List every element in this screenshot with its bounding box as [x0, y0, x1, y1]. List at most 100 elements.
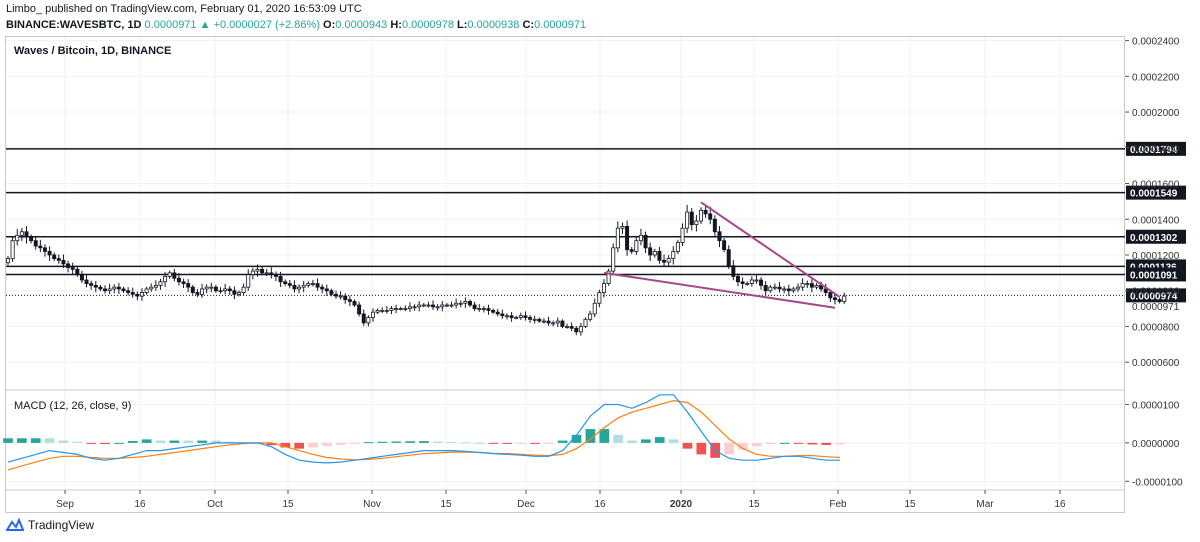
- candle-body: [546, 320, 551, 324]
- candle-body: [403, 308, 408, 310]
- price-change: +0.0000027 (+2.86%): [213, 19, 320, 31]
- candle-body: [504, 315, 509, 318]
- candle-body: [565, 326, 570, 328]
- histogram-bar: [599, 429, 610, 443]
- histogram-bar: [419, 441, 429, 443]
- candle-body: [440, 304, 445, 308]
- candle-body: [158, 281, 163, 286]
- candle-body: [763, 284, 768, 292]
- histogram-bar: [654, 437, 665, 443]
- histogram-bar: [86, 442, 97, 444]
- candle-body: [749, 279, 754, 284]
- candle-body: [236, 292, 241, 295]
- histogram-bar: [17, 438, 27, 443]
- histogram-bar: [446, 441, 457, 443]
- price-tick-label: 0.0000600: [1132, 358, 1180, 369]
- histogram-bar: [627, 440, 637, 443]
- candle-body: [717, 231, 722, 242]
- candle-body: [731, 265, 736, 277]
- histogram-bar: [377, 441, 388, 443]
- histogram-bar: [807, 442, 818, 445]
- candle-body: [93, 284, 98, 288]
- candle-body: [84, 279, 89, 284]
- candle-body: [740, 281, 745, 284]
- time-tick-label: 16: [1054, 499, 1066, 510]
- candle-body: [139, 292, 144, 297]
- candle-body: [435, 306, 440, 309]
- candle-body: [301, 284, 306, 288]
- histogram-bar: [405, 441, 415, 443]
- candle-body: [592, 302, 597, 315]
- candle-body: [75, 268, 80, 276]
- candle-body: [370, 311, 375, 318]
- candle-body: [269, 272, 274, 276]
- candle-body: [782, 288, 787, 291]
- candle-body: [412, 306, 417, 309]
- level-badge: [1126, 288, 1186, 303]
- candle-body: [352, 301, 357, 306]
- candle-body: [246, 274, 251, 288]
- high-value: 0.0000978: [401, 19, 454, 31]
- time-tick-label: Sep: [56, 499, 74, 510]
- high-label: H:: [390, 19, 402, 31]
- candle-body: [417, 304, 422, 308]
- candle-body: [29, 236, 34, 242]
- candle-body: [578, 326, 583, 333]
- close-value: 0.0000971: [534, 19, 587, 31]
- candle-body: [38, 245, 43, 249]
- level-label: 0.0000974: [1130, 291, 1178, 302]
- candles: [6, 204, 847, 336]
- candle-body: [486, 308, 491, 311]
- candle-body: [255, 268, 260, 272]
- histogram-bar: [724, 442, 734, 455]
- price-tick-label: 0.0001800: [1132, 144, 1180, 155]
- histogram-bar: [266, 442, 277, 446]
- time-tick-label: Feb: [829, 499, 847, 510]
- candle-body: [121, 288, 126, 292]
- symbol-info-line: BINANCE:WAVESBTC, 1D 0.0000971 ▲ +0.0000…: [6, 19, 586, 31]
- candle-body: [759, 279, 764, 286]
- candle-body: [680, 227, 685, 243]
- candle-body: [588, 313, 593, 320]
- candle-body: [837, 299, 842, 302]
- histogram-bar: [433, 441, 443, 443]
- histogram-bar: [557, 440, 568, 443]
- histogram-bar: [335, 442, 346, 445]
- lower-trendline: [603, 271, 836, 309]
- time-tick-label: 15: [904, 499, 916, 510]
- macd-lines: [7, 394, 841, 471]
- candle-body: [334, 293, 339, 297]
- candle-body: [541, 320, 546, 323]
- candle-body: [477, 308, 482, 310]
- candle-body: [112, 286, 117, 290]
- close-label: C:: [522, 19, 535, 31]
- up-arrow-icon: ▲: [199, 19, 211, 31]
- histogram-bar: [141, 439, 152, 443]
- histogram-bar: [127, 441, 138, 443]
- candle-body: [24, 231, 29, 238]
- price-tick-label: 0.0001000: [1132, 287, 1180, 298]
- candle-body: [15, 234, 20, 242]
- candle-body: [444, 304, 449, 307]
- candle-body: [768, 286, 773, 292]
- candle-body: [509, 315, 514, 318]
- tradingview-logo[interactable]: TradingView: [6, 518, 94, 532]
- time-tick-label: Oct: [207, 499, 223, 510]
- histogram-bar: [793, 442, 804, 444]
- pane-title: Waves / Bitcoin, 1D, BINANCE: [14, 45, 171, 57]
- candle-body: [204, 286, 209, 290]
- signal-line: [7, 399, 841, 471]
- candle-body: [431, 304, 436, 308]
- price-tick-label: 0.0002200: [1132, 72, 1180, 83]
- histogram-bar: [30, 438, 41, 443]
- macd-title: MACD (12, 26, close, 9): [14, 400, 131, 412]
- candle-body: [278, 276, 283, 283]
- candle-body: [329, 290, 334, 295]
- candle-body: [454, 302, 459, 306]
- price-tick-label: 0.0002400: [1132, 37, 1180, 48]
- candle-body: [380, 309, 385, 312]
- candle-body: [103, 288, 108, 292]
- candle-body: [703, 209, 708, 215]
- price-tick-label: 0.0000800: [1132, 322, 1180, 333]
